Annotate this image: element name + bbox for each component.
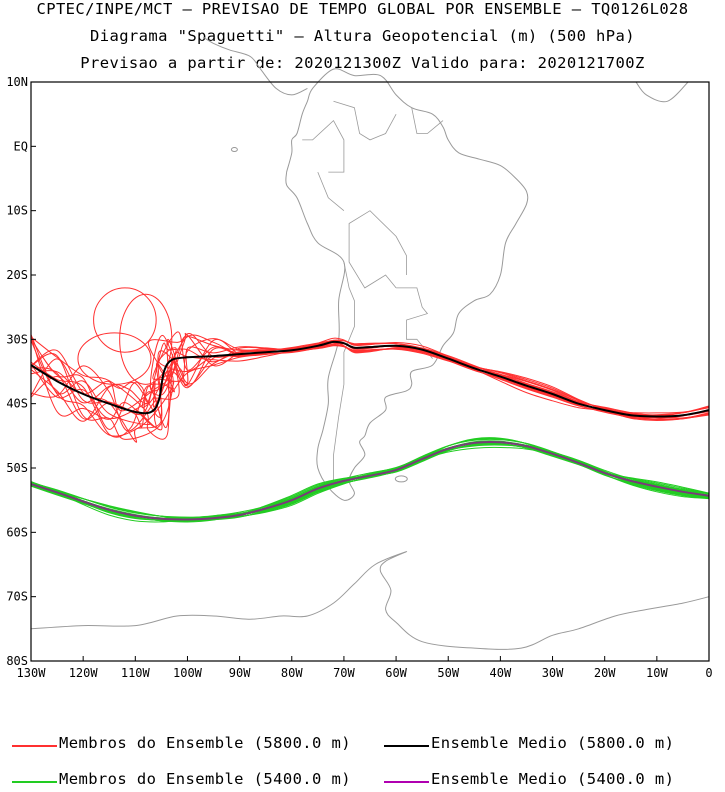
legend-swatch-purple	[384, 781, 429, 783]
ensemble-member-line	[30, 440, 710, 522]
x-tick-label: 10W	[646, 666, 668, 680]
x-tick-label: 110W	[121, 666, 151, 680]
x-tick-label: 90W	[229, 666, 251, 680]
ensemble-member-loop	[119, 293, 173, 385]
legend-label-mean-5400: Ensemble Medio (5400.0 m)	[431, 770, 675, 788]
y-tick-label: 40S	[6, 397, 28, 411]
ensemble-member-line	[30, 444, 710, 521]
country-border	[317, 171, 345, 212]
y-tick-label: 80S	[6, 654, 28, 668]
y-tick-label: 20S	[6, 268, 28, 282]
y-tick-label: 10S	[6, 204, 28, 218]
chart-title-line1: CPTEC/INPE/MCT – PREVISAO DE TEMPO GLOBA…	[36, 0, 689, 18]
x-tick-label: 60W	[385, 666, 407, 680]
chart-title-line3: Previsao a partir de: 2020121300Z Valido…	[80, 54, 645, 72]
x-tick-label: 120W	[69, 666, 99, 680]
country-border	[333, 100, 397, 141]
ensemble-member-line	[30, 444, 710, 521]
ensemble-member-line	[30, 338, 710, 428]
ensemble-mean-5800-line	[30, 340, 710, 418]
ensemble-member-line	[30, 339, 710, 422]
x-tick-label: 130W	[17, 666, 47, 680]
ensemble-member-line	[30, 443, 710, 522]
country-border	[411, 107, 444, 134]
y-tick-label: 70S	[6, 590, 28, 604]
ensemble-member-line	[30, 337, 710, 432]
x-tick-label: 80W	[281, 666, 303, 680]
x-tick-label: 30W	[542, 666, 564, 680]
ensemble-member-line	[30, 333, 710, 438]
country-border	[333, 262, 355, 481]
x-tick-label: 100W	[173, 666, 203, 680]
antarctica-coastline	[30, 551, 710, 650]
ensemble-member-line	[30, 443, 710, 521]
map-background	[30, 36, 710, 650]
ensemble-member-line	[30, 443, 710, 522]
x-tick-label: 0	[705, 666, 712, 680]
falklands-island	[394, 475, 408, 483]
ensemble-member-line	[30, 441, 710, 519]
map-axes: 130W 120W 110W 100W 90W 80W 70W 60W 50W 40W 30W 20W…	[6, 75, 712, 680]
ensemble-member-line	[30, 442, 710, 523]
country-border	[396, 287, 433, 359]
ensemble-member-loop	[77, 332, 152, 385]
legend-swatch-green	[12, 781, 57, 783]
ensemble-means	[30, 340, 710, 521]
legend-swatch-black	[384, 745, 429, 747]
central-america-coastline	[202, 36, 308, 96]
africa-coastline	[635, 81, 689, 103]
map-frame	[30, 81, 710, 662]
y-tick-label: 10N	[6, 75, 28, 89]
legend-label-members-5800: Membros do Ensemble (5800.0 m)	[59, 734, 351, 752]
ensemble-member-line	[30, 338, 710, 431]
legend-swatch-red	[12, 745, 57, 747]
y-tick-label: 60S	[6, 525, 28, 539]
country-border	[348, 210, 407, 289]
y-tick-label: 30S	[6, 332, 28, 346]
south-america-coastline	[285, 68, 529, 501]
galapagos-island	[230, 147, 238, 153]
ensemble-member-line	[30, 438, 710, 519]
ensemble-members	[30, 287, 710, 523]
ensemble-member-line	[30, 335, 710, 420]
x-tick-label: 70W	[333, 666, 355, 680]
ensemble-member-line	[30, 437, 710, 520]
ensemble-member-loop	[93, 287, 157, 353]
x-tick-label: 50W	[437, 666, 459, 680]
chart-title-line2: Diagrama "Spaguetti" – Altura Geopotenci…	[90, 27, 635, 45]
legend-label-members-5400: Membros do Ensemble (5400.0 m)	[59, 770, 351, 788]
country-border	[302, 119, 345, 173]
y-tick-label: EQ	[14, 139, 28, 153]
ensemble-member-line	[30, 338, 710, 430]
ensemble-mean-5400-line	[30, 440, 710, 521]
x-tick-label: 40W	[490, 666, 512, 680]
ensemble-member-line	[30, 437, 710, 521]
ensemble-member-line	[30, 441, 710, 519]
y-tick-label: 50S	[6, 461, 28, 475]
legend-label-mean-5800: Ensemble Medio (5800.0 m)	[431, 734, 675, 752]
ensemble-member-line	[30, 446, 710, 523]
ensemble-member-line	[30, 440, 710, 520]
x-tick-label: 20W	[594, 666, 616, 680]
